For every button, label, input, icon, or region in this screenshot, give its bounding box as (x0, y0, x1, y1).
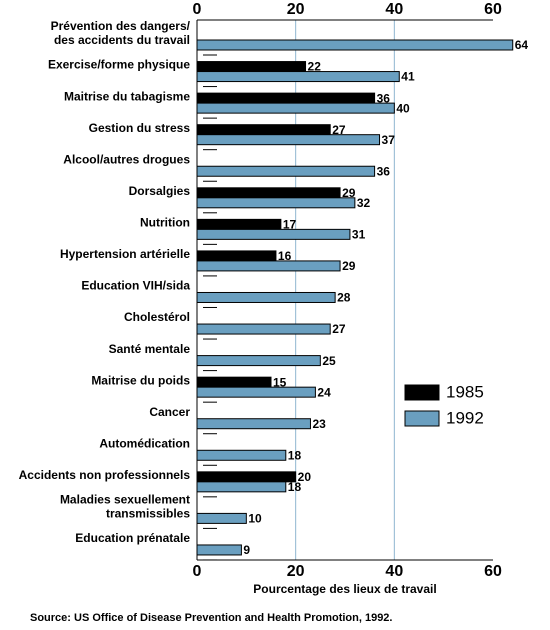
bar (196, 323, 331, 335)
bar (196, 481, 287, 493)
y-tick-label: Exercise/forme physique (48, 58, 190, 72)
x-tick-label: 0 (193, 563, 202, 580)
bar (196, 92, 376, 104)
value-label: 20 (298, 470, 312, 484)
bar (196, 71, 400, 83)
value-label: 27 (332, 322, 346, 336)
value-label: 40 (396, 101, 410, 115)
y-tick-label: Alcool/autres drogues (63, 152, 190, 166)
y-tick-label: Santé mentale (109, 342, 191, 356)
value-label: 29 (342, 186, 356, 200)
bar (196, 386, 316, 398)
bar (196, 376, 272, 388)
y-tick-label: Maladies sexuellement transmissibles (60, 493, 190, 521)
bar (196, 250, 277, 262)
value-label: 31 (352, 228, 366, 242)
value-label: 17 (283, 218, 297, 232)
bar (196, 165, 376, 177)
value-label: 22 (308, 60, 322, 74)
bar (196, 61, 307, 73)
x-tick-label: 20 (287, 563, 305, 580)
value-label: 9 (243, 543, 250, 557)
bar (196, 228, 351, 240)
bar (196, 471, 297, 483)
value-label: 10 (248, 512, 262, 526)
y-tick-label: Maitrise du tabagisme (64, 89, 190, 103)
value-label: 36 (377, 91, 391, 105)
value-label: 37 (382, 133, 396, 147)
bar (196, 134, 381, 146)
y-tick-label: Hypertension artérielle (60, 247, 190, 261)
y-tick-label: Gestion du stress (89, 121, 191, 135)
y-tick-label: Education VIH/sida (81, 279, 190, 293)
value-label: 32 (357, 196, 371, 210)
value-label: 25 (322, 354, 336, 368)
bar (196, 291, 336, 303)
y-tick-label: Automédication (99, 436, 190, 450)
legend-label: 1985 (446, 382, 484, 401)
bar (196, 260, 341, 272)
value-label: 36 (377, 164, 391, 178)
x-tick-label: 20 (287, 1, 305, 18)
bar (196, 355, 321, 367)
value-label: 28 (337, 291, 351, 305)
y-tick-label: Maitrise du poids (91, 373, 190, 387)
value-label: 27 (332, 123, 346, 137)
value-label: 23 (312, 417, 326, 431)
y-tick-label: Accidents non professionnels (19, 468, 191, 482)
value-label: 29 (342, 259, 356, 273)
value-label: 41 (401, 70, 415, 84)
y-tick-label: Prévention des dangers/des accidents du … (51, 19, 191, 47)
legend-label: 1992 (446, 408, 484, 427)
x-axis-label: Pourcentage des lieux de travail (253, 582, 436, 596)
bar (196, 187, 341, 199)
value-label: 15 (273, 375, 287, 389)
value-label: 18 (288, 480, 302, 494)
value-label: 18 (288, 448, 302, 462)
y-tick-label: Cancer (149, 405, 190, 419)
bar (196, 512, 247, 524)
x-tick-label: 60 (484, 563, 502, 580)
bar (196, 124, 331, 136)
y-tick-label: Education prénatale (75, 531, 190, 545)
value-label: 16 (278, 249, 292, 263)
bar (196, 544, 242, 556)
source: Source: US Office of Disease Prevention … (30, 612, 392, 624)
legend-swatch (404, 410, 440, 427)
bar (196, 197, 356, 209)
value-label: 64 (515, 38, 529, 52)
bar (196, 102, 395, 114)
bar (196, 218, 282, 230)
value-label: 24 (317, 385, 331, 399)
y-tick-label: Dorsalgies (129, 184, 191, 198)
x-tick-label: 60 (484, 1, 502, 18)
bar (196, 449, 287, 461)
x-tick-label: 40 (385, 563, 403, 580)
y-tick-label: Nutrition (140, 216, 190, 230)
legend-swatch (404, 384, 440, 401)
y-tick-label: Cholestérol (124, 310, 190, 324)
x-tick-label: 0 (193, 1, 202, 18)
bar (196, 418, 311, 430)
x-tick-label: 40 (385, 1, 403, 18)
bar (196, 39, 514, 51)
